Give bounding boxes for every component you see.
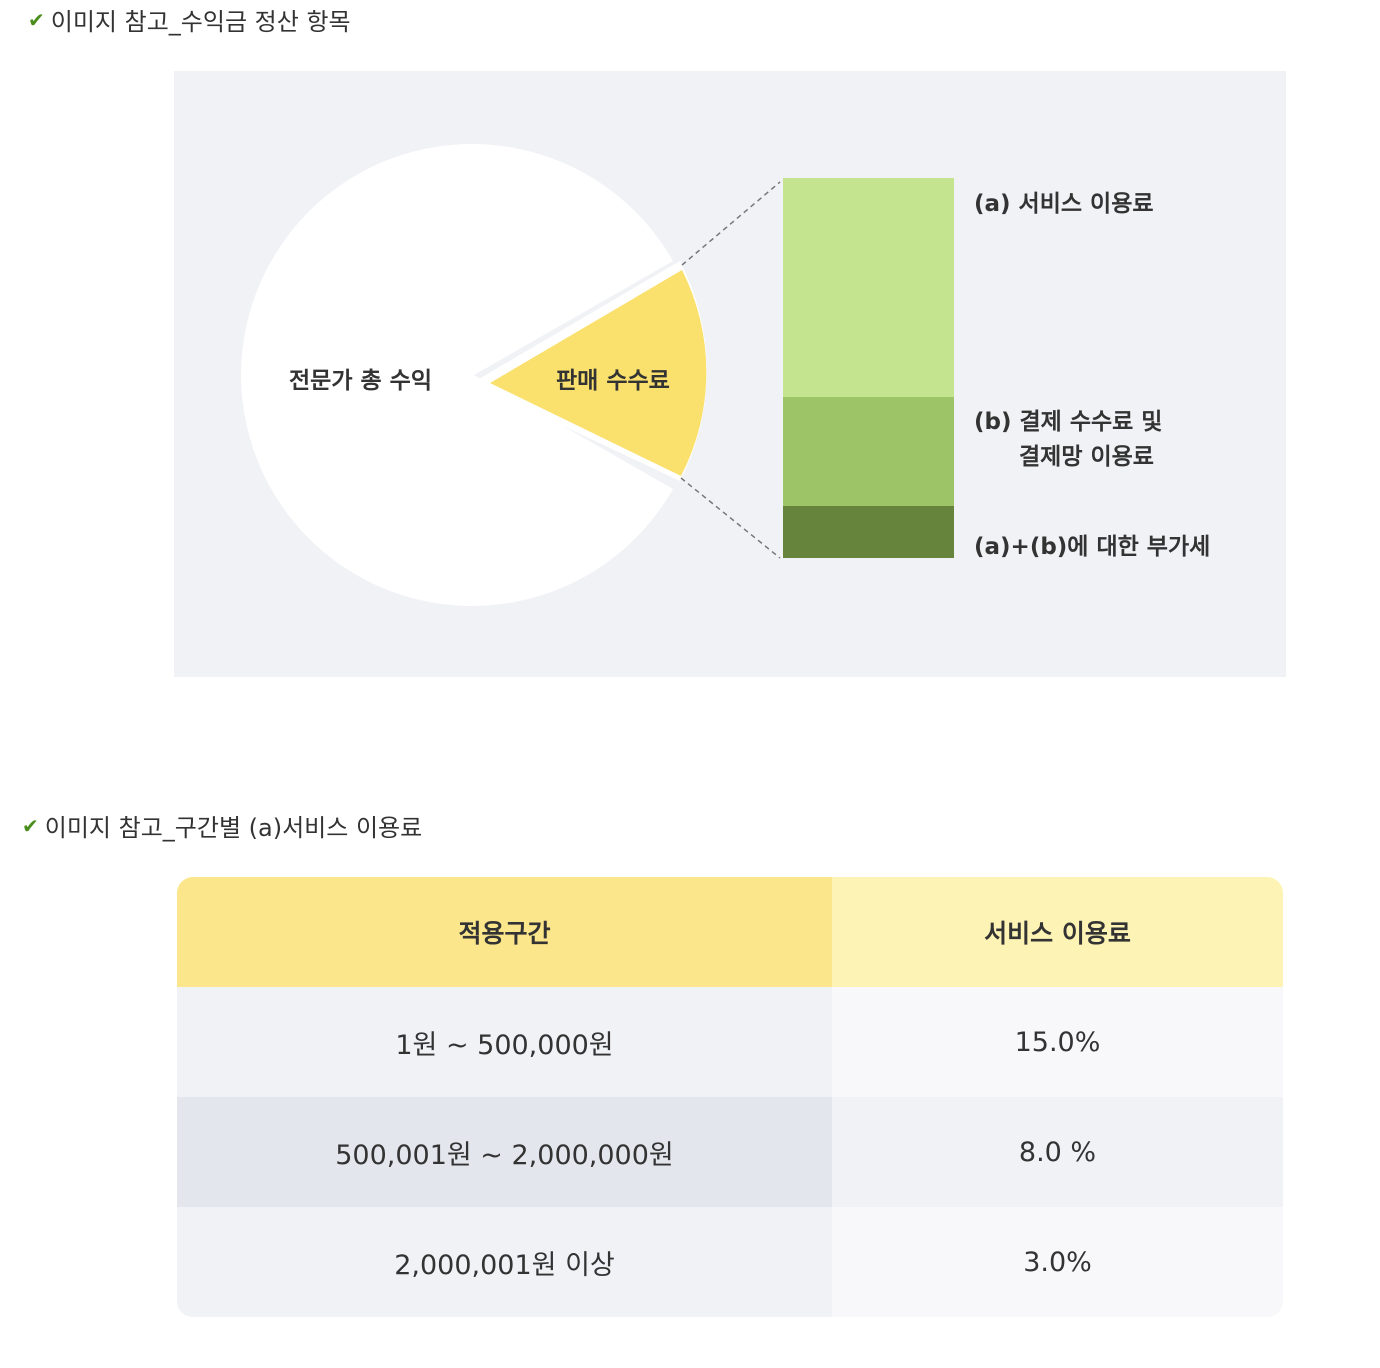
bar-payment-fee [783, 397, 954, 506]
header-range: 적용구간 [177, 877, 832, 987]
bar-label-payment-fee-line1: (b) 결제 수수료 및 [974, 409, 1163, 435]
service-fee-table: 적용구간 서비스 이용료 1원 ~ 500,000원 15.0% 500,001… [177, 877, 1283, 1317]
table-row: 1원 ~ 500,000원 15.0% [177, 987, 1283, 1097]
bar-label-service-fee: (a) 서비스 이용료 [974, 191, 1154, 217]
connector-line-bottom [680, 477, 781, 559]
checkmark-icon: ✔ [28, 7, 45, 32]
fee-cell: 3.0% [832, 1207, 1283, 1317]
caption-revenue-settlement: ✔ 이미지 참고_수익금 정산 항목 [28, 2, 351, 37]
fee-cell: 8.0 % [832, 1097, 1283, 1207]
caption-service-fee-tiers: ✔ 이미지 참고_구간별 (a)서비스 이용료 [22, 808, 422, 843]
table-header-row: 적용구간 서비스 이용료 [177, 877, 1283, 987]
caption-text: 이미지 참고_구간별 (a)서비스 이용료 [44, 814, 423, 842]
settlement-diagram-graphic [241, 144, 954, 606]
bar-label-vat: (a)+(b)에 대한 부가세 [974, 534, 1211, 560]
connector-line-top [681, 181, 781, 266]
pie-slice-label: 판매 수수료 [556, 368, 670, 394]
header-service-fee: 서비스 이용료 [832, 877, 1283, 987]
table-row: 2,000,001원 이상 3.0% [177, 1207, 1283, 1317]
bar-vat [783, 506, 954, 558]
pie-total-revenue [241, 144, 673, 606]
range-cell: 2,000,001원 이상 [177, 1207, 832, 1317]
range-cell: 1원 ~ 500,000원 [177, 987, 832, 1097]
settlement-diagram: 전문가 총 수익 판매 수수료 (a) 서비스 이용료 (b) 결제 수수료 및… [174, 71, 1286, 677]
pie-total-label: 전문가 총 수익 [289, 368, 432, 394]
fee-cell: 15.0% [832, 987, 1283, 1097]
bar-label-payment-fee-line2: 결제망 이용료 [1019, 444, 1154, 470]
table-row: 500,001원 ~ 2,000,000원 8.0 % [177, 1097, 1283, 1207]
checkmark-icon: ✔ [22, 813, 39, 838]
pie-slice-sales-fee [490, 270, 707, 476]
caption-text: 이미지 참고_수익금 정산 항목 [50, 8, 351, 36]
range-cell: 500,001원 ~ 2,000,000원 [177, 1097, 832, 1207]
bar-service-fee [783, 178, 954, 397]
